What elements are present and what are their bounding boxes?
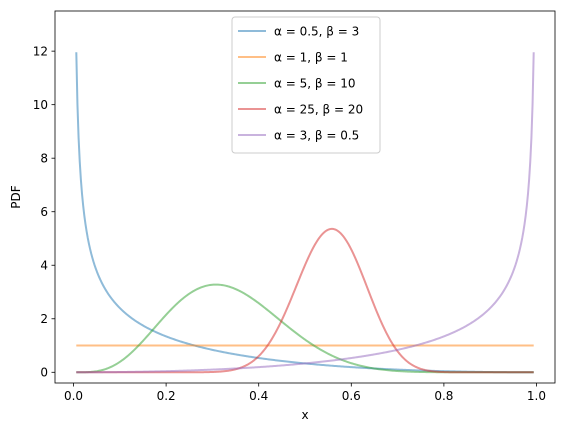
- y-tick-label: 10: [33, 98, 48, 112]
- plot-frame: [54, 10, 556, 384]
- legend-box: [231, 16, 381, 154]
- legend-label: α = 25, β = 20: [274, 103, 363, 117]
- x-ticks: 0.0 0.2 0.4 0.6 0.8 1.0: [64, 383, 546, 403]
- series-layer: [75, 52, 535, 374]
- y-axis-label: PDF: [9, 185, 23, 208]
- x-axis-label: x: [301, 408, 308, 422]
- legend-label: α = 5, β = 10: [274, 77, 355, 91]
- series-line-5: [76, 52, 535, 374]
- x-tick-label: 0.0: [64, 389, 83, 403]
- legend: α = 0.5, β = 3 α = 1, β = 1 α = 5, β = 10 α…: [231, 16, 381, 154]
- x-tick-label: 0.4: [249, 389, 268, 403]
- x-tick-label: 1.0: [527, 389, 546, 403]
- y-tick-label: 6: [40, 205, 48, 219]
- y-tick-label: 0: [40, 366, 48, 380]
- legend-label: α = 0.5, β = 3: [274, 25, 359, 39]
- y-tick-label: 2: [40, 312, 48, 326]
- legend-label: α = 3, β = 0.5: [274, 129, 359, 143]
- legend-label: α = 1, β = 1: [274, 51, 348, 65]
- y-tick-label: 4: [40, 259, 48, 273]
- x-tick-label: 0.6: [342, 389, 361, 403]
- x-tick-label: 0.2: [157, 389, 176, 403]
- y-ticks: 0 2 4 6 8 10 12: [33, 44, 55, 380]
- x-tick-label: 0.8: [434, 389, 453, 403]
- y-tick-label: 12: [33, 44, 48, 58]
- y-tick-label: 8: [40, 151, 48, 165]
